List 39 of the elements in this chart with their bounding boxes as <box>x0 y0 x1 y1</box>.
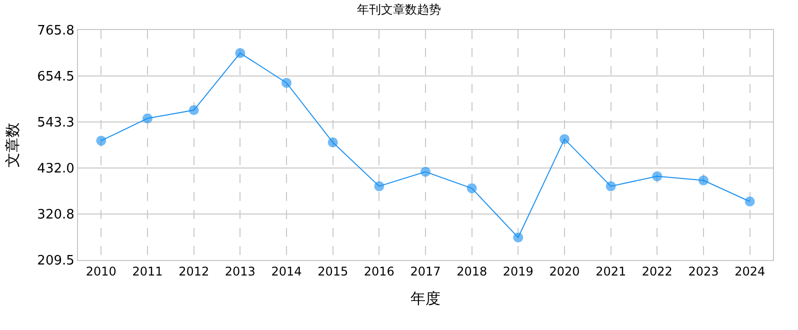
point <box>374 181 384 192</box>
x-tick-label: 2020 <box>549 264 580 278</box>
x-tick-label: 2015 <box>318 264 348 278</box>
x-tick-label: 2012 <box>178 264 210 278</box>
point <box>698 175 708 186</box>
x-tick-label: 2018 <box>456 264 488 278</box>
x-axis-title: 年度 <box>410 289 440 308</box>
x-tick-label: 2014 <box>271 264 302 278</box>
chart-title: 年刊文章数趋势 <box>357 2 441 16</box>
x-tick-label: 2010 <box>86 264 116 278</box>
point <box>188 105 199 116</box>
x-tick-label: 2022 <box>642 264 672 278</box>
y-tick-label: 654.5 <box>37 70 74 85</box>
y-axis-title: 文章数 <box>3 122 22 168</box>
x-tick-label: 2017 <box>410 264 441 278</box>
point <box>142 113 152 124</box>
y-tick-label: 320.8 <box>37 208 74 223</box>
point <box>466 183 477 194</box>
point <box>513 232 524 242</box>
point <box>606 181 616 192</box>
point <box>744 196 755 206</box>
point <box>96 136 106 146</box>
point <box>420 166 430 177</box>
y-tick-label: 543.3 <box>37 116 74 131</box>
x-tick-label: 2021 <box>596 264 626 278</box>
point <box>652 171 662 182</box>
x-tick-label: 2024 <box>734 264 766 278</box>
x-tick-label: 2023 <box>688 264 719 278</box>
point <box>235 48 246 58</box>
x-tick-label: 2016 <box>364 264 394 278</box>
y-tick-label: 765.8 <box>37 24 74 39</box>
x-tick-label: 2019 <box>502 264 534 278</box>
y-tick-label: 209.5 <box>37 254 74 269</box>
point <box>282 78 292 88</box>
x-tick-label: 2011 <box>132 264 163 278</box>
point <box>560 134 570 144</box>
y-tick-label: 432.0 <box>37 162 74 177</box>
x-tick-label: 2013 <box>224 264 256 278</box>
point <box>328 137 338 148</box>
